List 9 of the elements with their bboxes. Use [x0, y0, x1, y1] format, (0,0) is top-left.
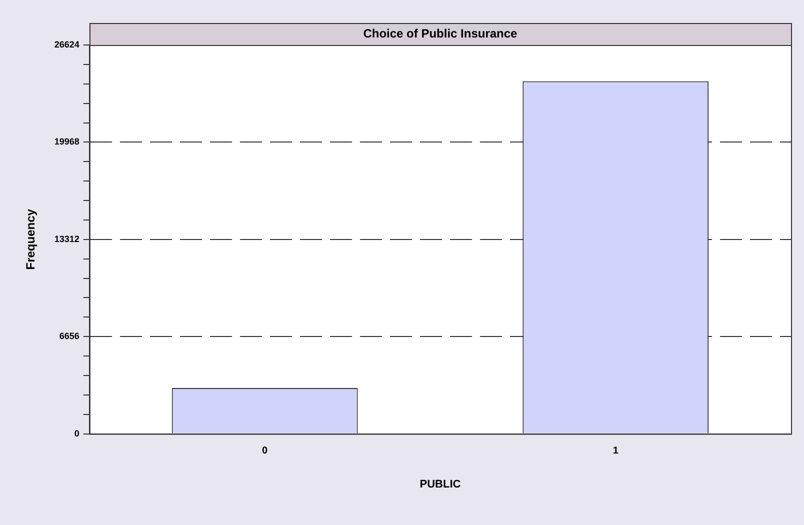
x-tick-label: 1	[612, 446, 619, 457]
y-tick-label: 0	[74, 428, 80, 438]
chart-title: Choice of Public Insurance	[363, 26, 518, 40]
y-tick-label: 26624	[54, 39, 80, 50]
y-tick-label: 19968	[54, 136, 80, 147]
x-axis-title: PUBLIC	[420, 478, 461, 490]
y-tick-label: 6656	[59, 331, 80, 342]
y-tick-label: 13312	[54, 234, 80, 244]
y-axis-title: Frequency	[24, 208, 38, 270]
